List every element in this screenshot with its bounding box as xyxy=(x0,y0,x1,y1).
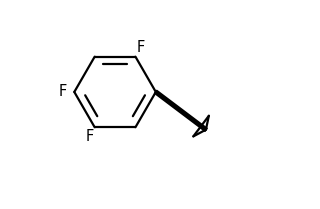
Text: F: F xyxy=(137,40,145,55)
Text: F: F xyxy=(85,129,93,144)
Text: F: F xyxy=(58,84,67,99)
